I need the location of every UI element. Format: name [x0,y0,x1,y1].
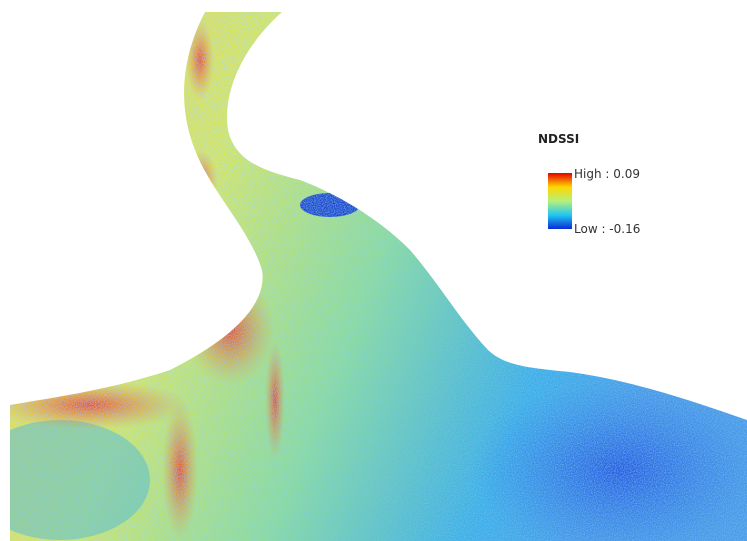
legend-low: Low : -0.16 [574,222,640,236]
map: NDSSI High : 0.09 Low : -0.16 [0,0,747,541]
river-raster [0,0,747,541]
legend-title: NDSSI [538,132,579,146]
legend-high: High : 0.09 [574,167,640,181]
page: NDSSI High : 0.09 Low : -0.16 (() => { c… [0,0,747,541]
legend-ramp [548,173,572,229]
legend: NDSSI High : 0.09 Low : -0.16 [538,132,640,236]
